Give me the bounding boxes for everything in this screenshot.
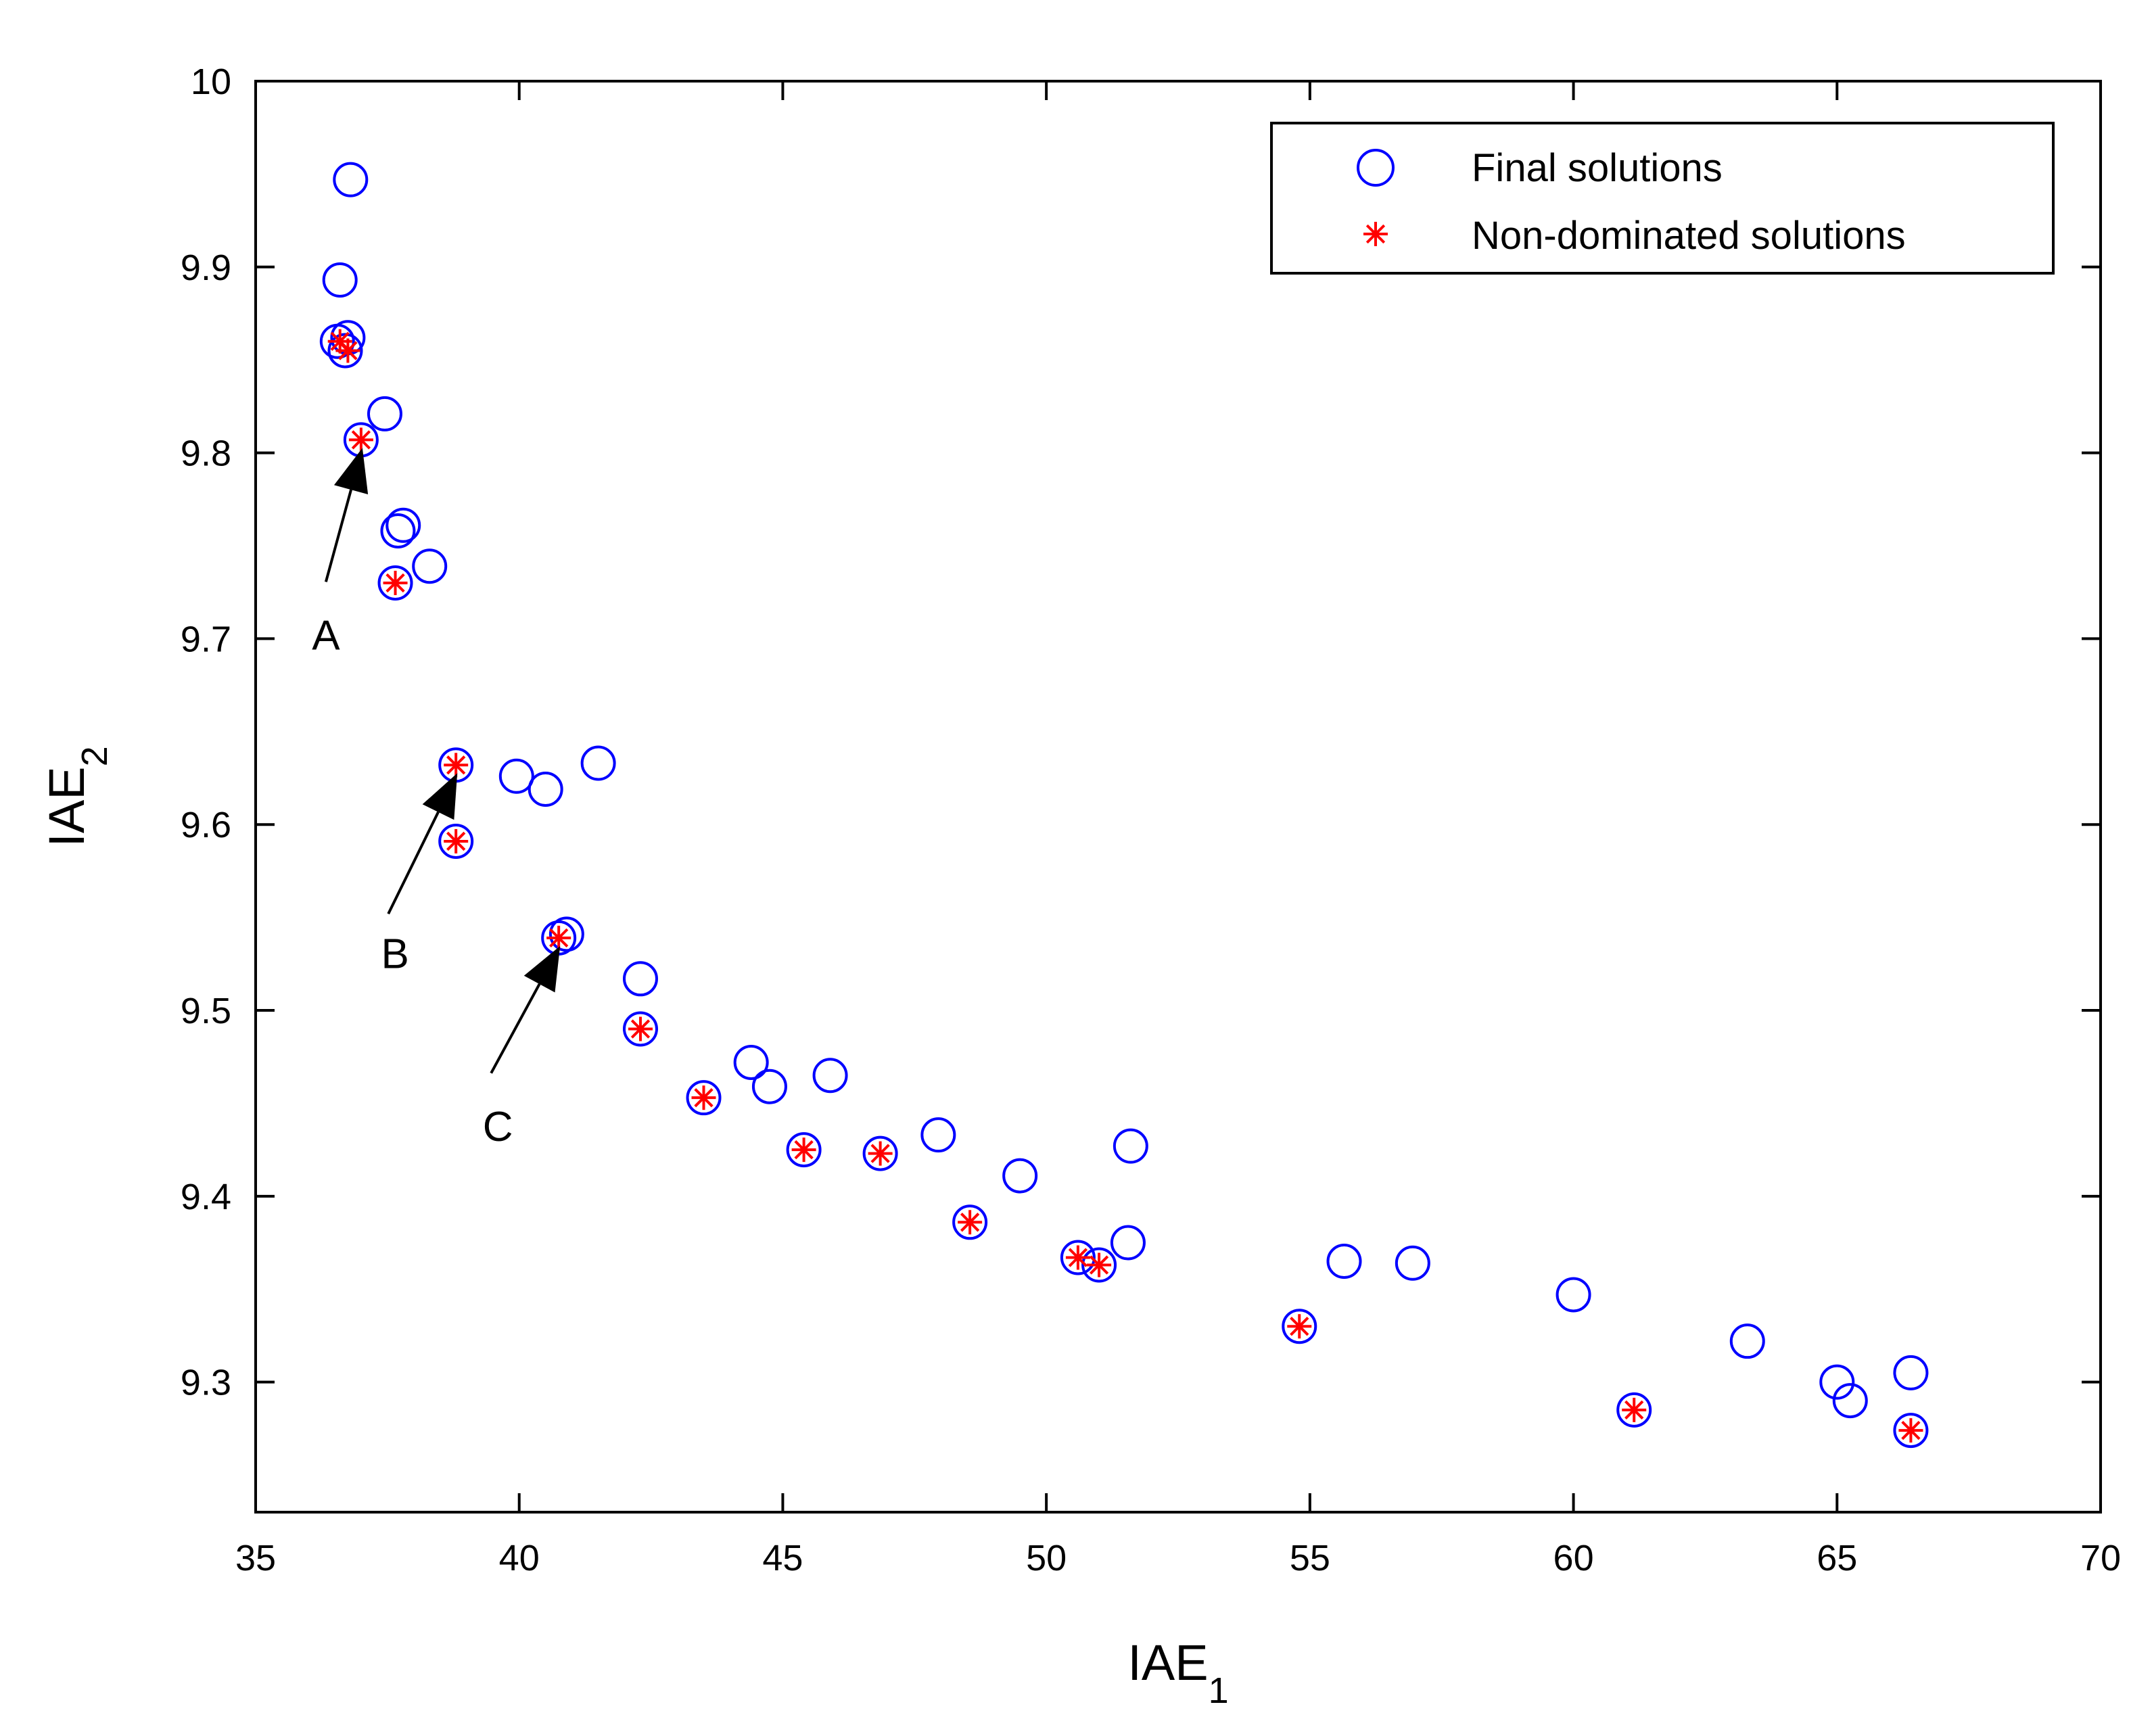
y-tick-label: 9.7 bbox=[181, 619, 231, 659]
annotation-label: C bbox=[483, 1104, 513, 1150]
x-tick-label: 70 bbox=[2080, 1538, 2121, 1578]
non-dominated-point bbox=[444, 829, 468, 853]
legend-asterisk bbox=[1363, 222, 1388, 246]
legend: Final solutions Non-dominated solutions bbox=[1271, 123, 2053, 273]
non-dominated-point bbox=[628, 1017, 653, 1041]
non-dominated-point bbox=[335, 338, 360, 362]
non-dominated-point bbox=[1898, 1418, 1923, 1442]
scatter-chart: A B C 35 40 45 50 55 60 65 70 9.3 9.4 9.5 9.6 9.7 9.8 9… bbox=[0, 0, 2152, 1736]
non-dominated-point bbox=[868, 1142, 893, 1166]
annotation-label: A bbox=[312, 612, 340, 659]
x-axis-label-sub: 1 bbox=[1209, 1670, 1229, 1711]
x-tick-label: 50 bbox=[1026, 1538, 1067, 1578]
non-dominated-point bbox=[1622, 1398, 1646, 1422]
legend-nd-label: Non-dominated solutions bbox=[1472, 214, 1906, 258]
non-dominated-point bbox=[546, 926, 571, 950]
non-dominated-point bbox=[1287, 1314, 1311, 1338]
annotation-label: B bbox=[381, 931, 409, 977]
y-tick-label: 10 bbox=[191, 62, 231, 102]
y-axis-label-main: IAE bbox=[39, 766, 95, 847]
x-tick-label: 60 bbox=[1553, 1538, 1594, 1578]
non-dominated-point bbox=[1066, 1246, 1090, 1270]
x-tick-label: 65 bbox=[1817, 1538, 1857, 1578]
y-axis-label-sub: 2 bbox=[74, 746, 115, 766]
x-axis-label-main: IAE bbox=[1127, 1635, 1208, 1691]
x-tick-label: 40 bbox=[499, 1538, 540, 1578]
x-tick-label: 45 bbox=[762, 1538, 803, 1578]
y-tick-label: 9.4 bbox=[181, 1177, 231, 1217]
y-tick-label: 9.3 bbox=[181, 1363, 231, 1403]
legend-final-label: Final solutions bbox=[1472, 146, 1723, 190]
non-dominated-point bbox=[958, 1210, 982, 1234]
y-tick-label: 9.5 bbox=[181, 991, 231, 1031]
x-tick-label: 55 bbox=[1290, 1538, 1330, 1578]
x-tick-label: 35 bbox=[235, 1538, 276, 1578]
legend-nd-marker bbox=[1363, 222, 1388, 246]
non-dominated-point bbox=[692, 1085, 716, 1110]
y-axis-label: IAE2 bbox=[39, 746, 115, 847]
non-dominated-point bbox=[349, 427, 373, 452]
non-dominated-point bbox=[792, 1137, 816, 1162]
non-dominated-point bbox=[444, 753, 468, 777]
y-tick-label: 9.8 bbox=[181, 433, 231, 474]
x-axis-label: IAE1 bbox=[1127, 1635, 1228, 1711]
y-tick-label: 9.9 bbox=[181, 248, 231, 288]
non-dominated-point bbox=[1087, 1253, 1111, 1277]
non-dominated-point bbox=[383, 571, 408, 595]
y-tick-label: 9.6 bbox=[181, 805, 231, 845]
